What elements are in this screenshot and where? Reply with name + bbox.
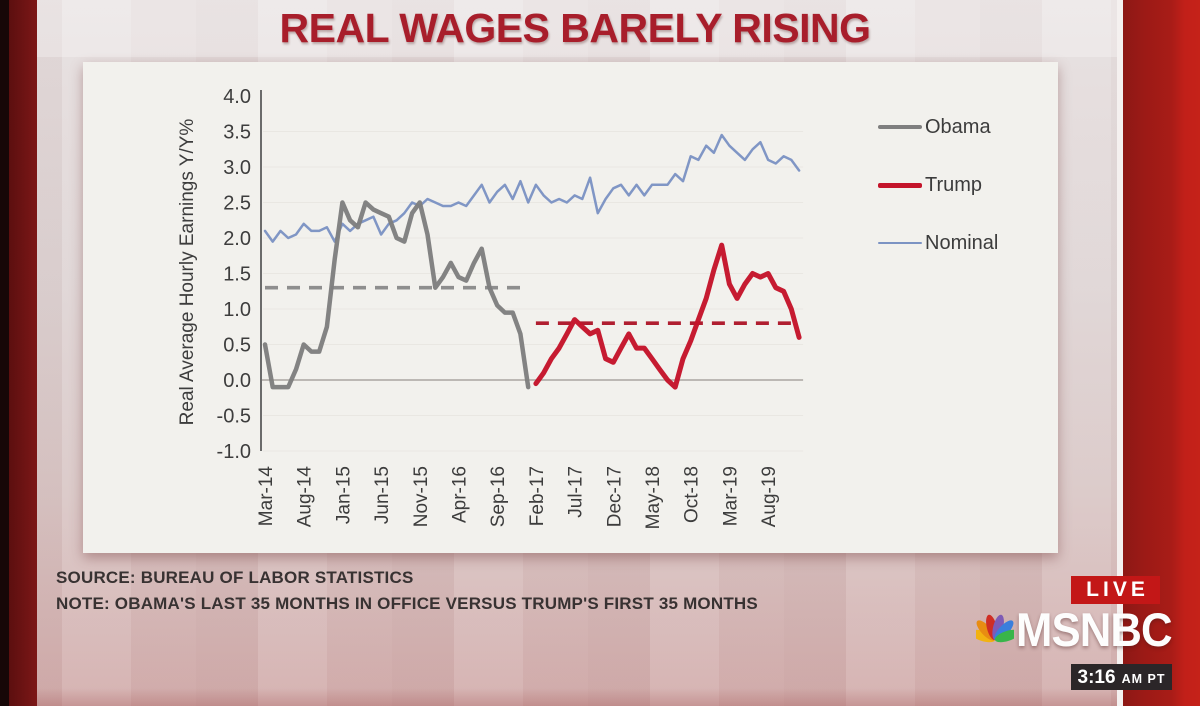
- legend-label-obama: Obama: [925, 115, 991, 138]
- trump-line-swatch: [878, 182, 922, 188]
- page-title: REAL WAGES BARELY RISING: [279, 5, 871, 51]
- left-red-bar: [9, 0, 37, 706]
- obama-series-line: [262, 200, 531, 390]
- nbc-peacock-icon: [976, 614, 1014, 643]
- x-tick-label: Dec-17: [604, 466, 625, 527]
- x-tick-label: Aug-19: [759, 466, 780, 527]
- x-tick-label: Nov-15: [411, 466, 432, 527]
- y-tick-label: 0.5: [223, 335, 251, 357]
- y-tick-label: 2.0: [223, 228, 251, 250]
- right-divider-line: [1117, 0, 1123, 706]
- legend-label-trump: Trump: [925, 173, 983, 196]
- time-badge: 3:16 AM PT: [1071, 664, 1172, 690]
- y-tick-label: 2.5: [223, 193, 251, 215]
- y-tick-label: 1.0: [223, 299, 251, 321]
- clock-suffix: AM PT: [1121, 672, 1166, 686]
- y-tick-label: 4.0: [223, 86, 251, 108]
- title-band: [37, 0, 1118, 57]
- x-tick-label: Jul-17: [566, 466, 587, 518]
- channel-brand: MSNBC: [976, 602, 1183, 656]
- legend-label-nominal: Nominal: [925, 231, 999, 254]
- y-axis-title: Real Average Hourly Earnings Y/Y%: [177, 118, 198, 426]
- x-tick-label: Apr-16: [450, 466, 471, 523]
- x-tick-label: Aug-14: [295, 466, 316, 528]
- obama-line-swatch: [878, 125, 922, 129]
- x-tick-label: Mar-19: [720, 466, 741, 526]
- clock-time: 3:16: [1077, 667, 1116, 688]
- x-tick-label: Mar-14: [256, 466, 277, 527]
- nominal-series-line: [263, 133, 801, 243]
- bottom-shade: [37, 688, 1118, 706]
- source-line: SOURCE: BUREAU OF LABOR STATISTICS: [56, 568, 414, 587]
- y-tick-label: 1.5: [223, 264, 251, 286]
- x-tick-label: Feb-17: [527, 466, 548, 526]
- chart-legend: Obama Trump Nominal: [878, 112, 998, 286]
- trump-series-line: [533, 242, 802, 390]
- x-tick-label: Sep-16: [488, 466, 509, 527]
- live-badge: LIVE: [1071, 576, 1160, 604]
- y-tick-label: -1.0: [217, 441, 251, 463]
- legend-item-trump: Trump: [878, 170, 998, 200]
- nominal-line-swatch: [878, 241, 922, 245]
- credits-block: SOURCE: BUREAU OF LABOR STATISTICS NOTE:…: [56, 565, 758, 617]
- x-tick-label: May-18: [643, 466, 664, 529]
- chart-plot: -1.0 -0.5 0.0 0.5 1.0 1.5 2.0 2.5 3.0 3.5 4.0 Mar-1…: [217, 86, 804, 529]
- y-tick-label: -0.5: [217, 406, 251, 428]
- y-tick-label: 3.0: [223, 157, 251, 179]
- legend-item-nominal: Nominal: [878, 228, 998, 258]
- chart-card: -1.0 -0.5 0.0 0.5 1.0 1.5 2.0 2.5 3.0 3.5 4.0 Mar-1…: [83, 62, 1058, 553]
- x-tick-label: Jun-15: [372, 466, 393, 524]
- left-black-edge: [0, 0, 9, 706]
- note-line: NOTE: OBAMA'S LAST 35 MONTHS IN OFFICE V…: [56, 594, 758, 613]
- x-tick-label: Jan-15: [333, 466, 354, 524]
- y-tick-label: 0.0: [223, 370, 251, 392]
- legend-item-obama: Obama: [878, 112, 998, 142]
- x-tick-label: Oct-18: [682, 466, 703, 523]
- y-tick-label: 3.5: [223, 122, 251, 144]
- channel-logo-text: MSNBC: [1016, 602, 1173, 656]
